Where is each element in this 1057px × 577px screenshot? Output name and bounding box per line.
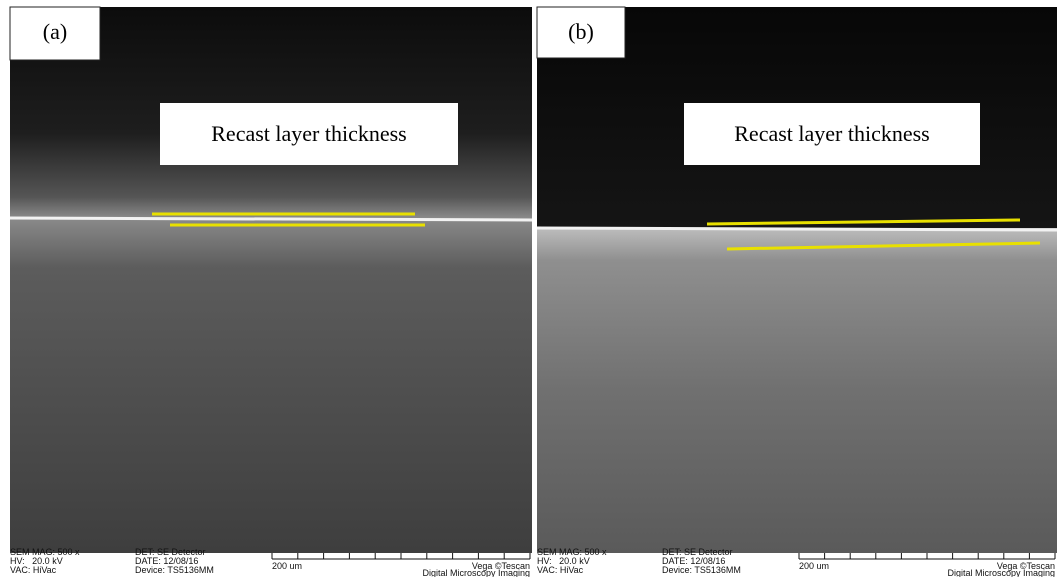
annotation: Recast layer thickness	[734, 121, 930, 146]
figure: (a)Recast layer thicknessSEM MAG: 500 xH…	[0, 0, 1057, 577]
image-surface	[537, 228, 1057, 553]
scale-label: 200 um	[799, 561, 829, 571]
surface-edge	[537, 228, 1057, 230]
panel-label: (b)	[568, 19, 594, 44]
annotation: Recast layer thickness	[211, 121, 407, 146]
surface-edge	[10, 218, 532, 220]
lab-name: Digital Microscopy Imaging	[947, 568, 1055, 577]
scale-label: 200 um	[272, 561, 302, 571]
info-text: VAC: HiVac	[537, 565, 584, 575]
info-text: Device: TS5136MM	[662, 565, 741, 575]
info-text: Device: TS5136MM	[135, 565, 214, 575]
panel-label: (a)	[43, 19, 67, 44]
lab-name: Digital Microscopy Imaging	[422, 568, 530, 577]
info-text: VAC: HiVac	[10, 565, 57, 575]
image-surface	[10, 218, 532, 553]
